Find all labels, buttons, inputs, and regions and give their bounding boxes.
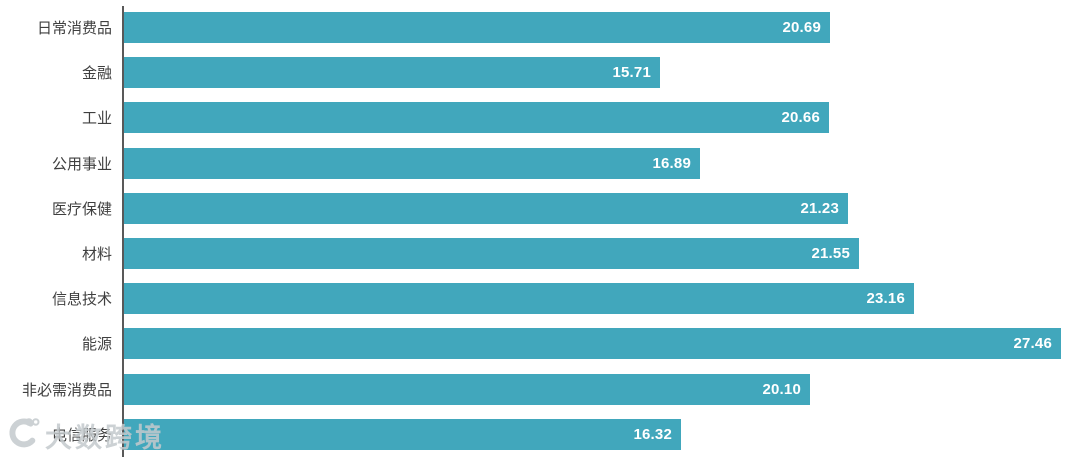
- bar-row: 能源 27.46: [0, 321, 1067, 366]
- category-label: 材料: [81, 246, 112, 264]
- value-label: 23.16: [866, 290, 905, 308]
- bar: 20.69: [124, 12, 830, 44]
- bar-row: 材料 21.55: [0, 231, 1067, 276]
- bar-area: 16.89: [124, 147, 1067, 179]
- category-label: 能源: [81, 336, 112, 354]
- bar-area: 23.16: [124, 283, 1067, 315]
- category-label: 医疗保健: [51, 200, 112, 218]
- bar: 21.55: [124, 238, 859, 270]
- category-label: 公用事业: [51, 155, 112, 173]
- bar-area: 20.10: [124, 373, 1067, 405]
- category-label: 金融: [81, 65, 112, 83]
- bar-area: 21.55: [124, 238, 1067, 270]
- value-label: 27.46: [1013, 335, 1052, 353]
- bar-row: 电信服务 16.32: [0, 412, 1067, 457]
- category-label: 工业: [81, 110, 112, 128]
- value-label: 21.23: [800, 199, 839, 217]
- bar-area: 27.46: [124, 328, 1067, 360]
- value-label: 16.32: [633, 425, 672, 443]
- value-label: 16.89: [652, 154, 691, 172]
- bar-row: 医疗保健 21.23: [0, 186, 1067, 231]
- bar: 21.23: [124, 192, 848, 224]
- y-axis-line: [122, 6, 124, 457]
- value-label: 20.10: [762, 380, 801, 398]
- bar-area: 21.23: [124, 192, 1067, 224]
- category-label: 信息技术: [51, 291, 112, 309]
- bar-row: 金融 15.71: [0, 50, 1067, 95]
- bar: 27.46: [124, 328, 1061, 360]
- value-label: 15.71: [612, 64, 651, 82]
- category-label: 日常消费品: [36, 20, 112, 38]
- bar: 23.16: [124, 283, 914, 315]
- bar-row: 非必需消费品 20.10: [0, 367, 1067, 412]
- category-label: 电信服务: [51, 426, 112, 444]
- bar-area: 20.66: [124, 102, 1067, 134]
- bar: 20.66: [124, 102, 829, 134]
- bar: 16.89: [124, 147, 700, 179]
- value-label: 20.69: [782, 19, 821, 37]
- bar: 20.10: [124, 373, 810, 405]
- bar-row: 信息技术 23.16: [0, 276, 1067, 321]
- value-label: 21.55: [811, 245, 850, 263]
- bar-area: 15.71: [124, 57, 1067, 89]
- bar-row: 公用事业 16.89: [0, 141, 1067, 186]
- bar-area: 16.32: [124, 418, 1067, 450]
- bar: 15.71: [124, 57, 660, 89]
- bar-row: 日常消费品 20.69: [0, 5, 1067, 50]
- bar-area: 20.69: [124, 12, 1067, 44]
- value-label: 20.66: [781, 109, 820, 127]
- category-label: 非必需消费品: [21, 381, 112, 399]
- bar-row: 工业 20.66: [0, 95, 1067, 140]
- bar: 16.32: [124, 418, 681, 450]
